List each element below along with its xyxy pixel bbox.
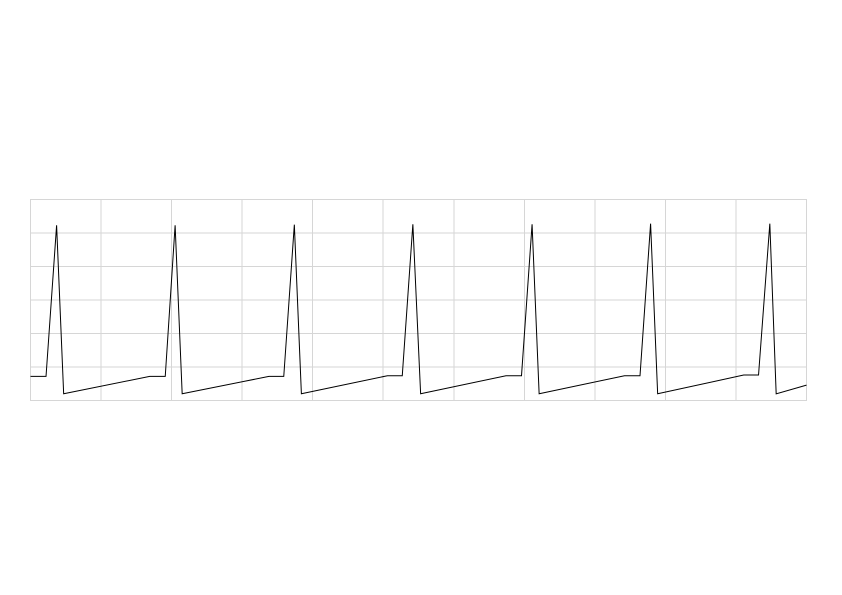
- plot-area-border: [30, 199, 807, 401]
- waveform-line: [30, 223, 807, 395]
- grid: [30, 199, 807, 401]
